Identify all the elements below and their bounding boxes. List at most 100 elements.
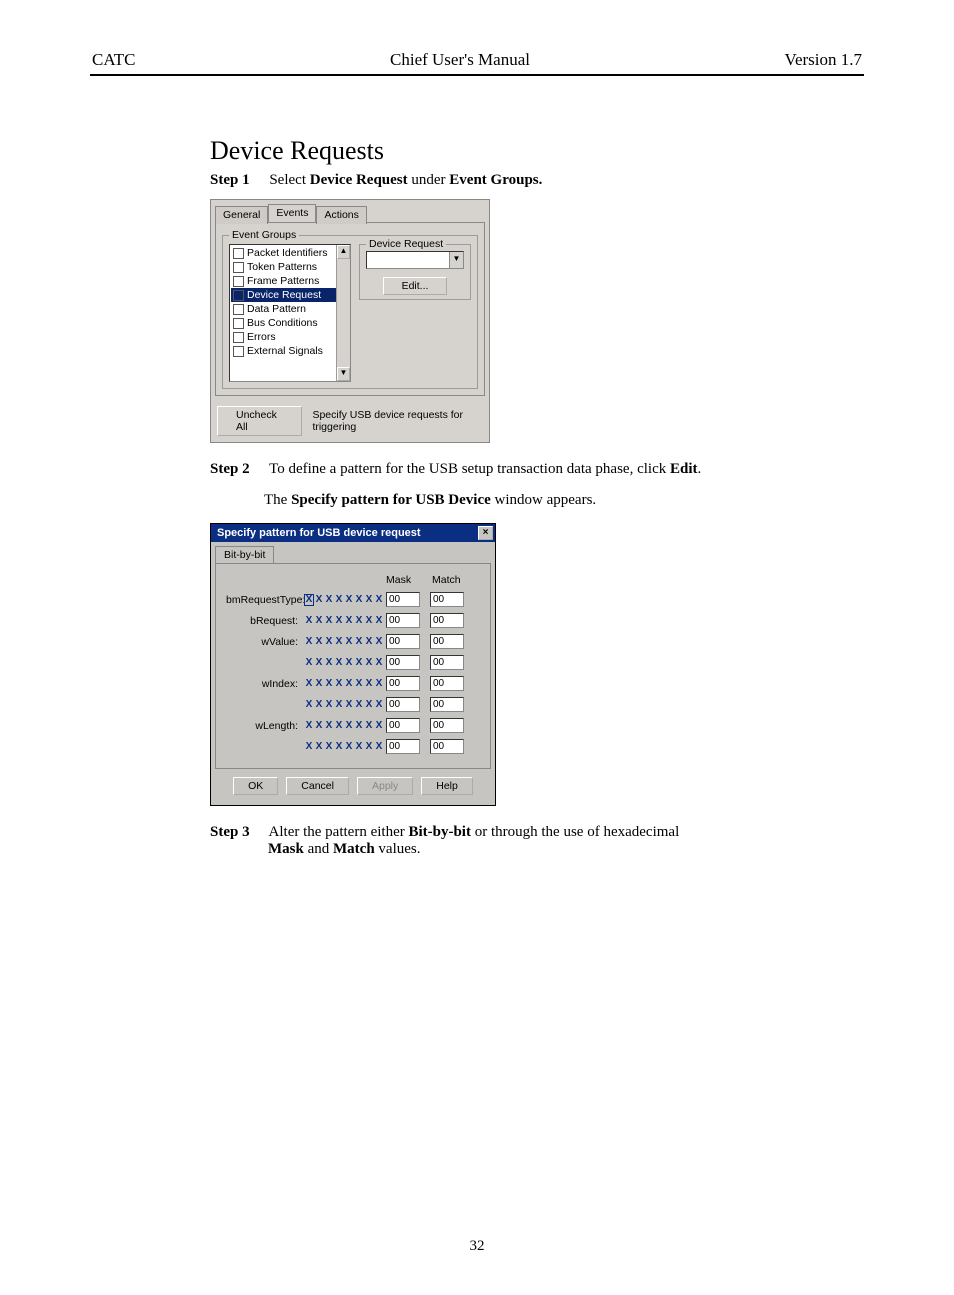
mask-input[interactable]: 00 — [386, 739, 420, 754]
tab-bit-by-bit[interactable]: Bit-by-bit — [215, 546, 274, 563]
bit-cell[interactable]: X — [314, 720, 324, 732]
list-item[interactable]: Frame Patterns — [231, 274, 349, 288]
bit-cell[interactable]: X — [354, 615, 364, 627]
bit-cell[interactable]: X — [364, 678, 374, 690]
bit-cell[interactable]: X — [314, 615, 324, 627]
bit-cell[interactable]: X — [304, 615, 314, 627]
bit-group[interactable]: XXXXXXXX — [304, 699, 386, 711]
bit-cell[interactable]: X — [364, 636, 374, 648]
bit-group[interactable]: XXXXXXXX — [304, 636, 386, 648]
tab-events[interactable]: Events — [268, 204, 316, 222]
bit-group[interactable]: XXXXXXXX — [304, 615, 386, 627]
bit-cell[interactable]: X — [304, 741, 314, 753]
bit-group[interactable]: XXXXXXXX — [304, 657, 386, 669]
mask-input[interactable]: 00 — [386, 592, 420, 607]
bit-cell[interactable]: X — [334, 678, 344, 690]
bit-group[interactable]: XXXXXXXX — [304, 678, 386, 690]
match-input[interactable]: 00 — [430, 718, 464, 733]
list-item[interactable]: Errors — [231, 330, 349, 344]
bit-cell[interactable]: X — [364, 657, 374, 669]
scroll-down-icon[interactable]: ▼ — [337, 367, 350, 381]
bit-cell[interactable]: X — [374, 594, 384, 606]
close-icon[interactable]: × — [478, 526, 493, 540]
bit-cell[interactable]: X — [304, 636, 314, 648]
mask-input[interactable]: 00 — [386, 655, 420, 670]
bit-cell[interactable]: X — [374, 636, 384, 648]
bit-cell[interactable]: X — [304, 678, 314, 690]
bit-cell[interactable]: X — [334, 741, 344, 753]
bit-cell[interactable]: X — [364, 741, 374, 753]
bit-cell[interactable]: X — [324, 594, 334, 606]
bit-cell[interactable]: X — [344, 615, 354, 627]
apply-button[interactable]: Apply — [357, 777, 413, 795]
bit-cell[interactable]: X — [354, 657, 364, 669]
chevron-down-icon[interactable]: ▼ — [449, 252, 463, 268]
bit-cell[interactable]: X — [334, 594, 344, 606]
bit-cell[interactable]: X — [344, 594, 354, 606]
bit-cell[interactable]: X — [344, 699, 354, 711]
bit-cell[interactable]: X — [354, 636, 364, 648]
list-item[interactable]: Token Patterns — [231, 260, 349, 274]
bit-cell[interactable]: X — [324, 657, 334, 669]
bit-cell[interactable]: X — [324, 741, 334, 753]
bit-cell[interactable]: X — [374, 657, 384, 669]
bit-cell[interactable]: X — [324, 615, 334, 627]
bit-cell[interactable]: X — [334, 636, 344, 648]
checkbox-icon[interactable] — [233, 248, 244, 259]
bit-cell[interactable]: X — [374, 720, 384, 732]
bit-cell[interactable]: X — [314, 657, 324, 669]
bit-cell[interactable]: X — [304, 720, 314, 732]
checkbox-icon[interactable] — [233, 346, 244, 357]
bit-cell[interactable]: X — [344, 741, 354, 753]
mask-input[interactable]: 00 — [386, 634, 420, 649]
list-item[interactable]: Bus Conditions — [231, 316, 349, 330]
tab-actions[interactable]: Actions — [316, 206, 366, 224]
match-input[interactable]: 00 — [430, 739, 464, 754]
bit-group[interactable]: XXXXXXXX — [304, 741, 386, 753]
bit-cell[interactable]: X — [314, 741, 324, 753]
device-request-select[interactable]: ▼ — [366, 251, 464, 269]
bit-cell[interactable]: X — [324, 699, 334, 711]
mask-input[interactable]: 00 — [386, 676, 420, 691]
bit-cell[interactable]: X — [334, 657, 344, 669]
bit-cell[interactable]: X — [364, 594, 374, 606]
bit-cell[interactable]: X — [304, 699, 314, 711]
bit-cell[interactable]: X — [374, 678, 384, 690]
mask-input[interactable]: 00 — [386, 613, 420, 628]
mask-input[interactable]: 00 — [386, 697, 420, 712]
bit-cell[interactable]: X — [354, 678, 364, 690]
checkbox-icon[interactable] — [233, 276, 244, 287]
match-input[interactable]: 00 — [430, 697, 464, 712]
uncheck-all-button[interactable]: Uncheck All — [217, 406, 302, 436]
list-item[interactable]: Packet Identifiers — [231, 246, 349, 260]
bit-group[interactable]: XXXXXXXX — [304, 720, 386, 732]
bit-cell[interactable]: X — [344, 657, 354, 669]
bit-cell[interactable]: X — [324, 678, 334, 690]
bit-cell[interactable]: X — [344, 720, 354, 732]
checkbox-icon[interactable] — [233, 290, 244, 301]
bit-cell[interactable]: X — [304, 594, 314, 606]
bit-cell[interactable]: X — [364, 720, 374, 732]
list-item[interactable]: External Signals — [231, 344, 349, 358]
checkbox-icon[interactable] — [233, 304, 244, 315]
checkbox-icon[interactable] — [233, 262, 244, 273]
bit-cell[interactable]: X — [354, 741, 364, 753]
bit-cell[interactable]: X — [334, 699, 344, 711]
edit-button[interactable]: Edit... — [383, 277, 448, 295]
match-input[interactable]: 00 — [430, 613, 464, 628]
tab-general[interactable]: General — [215, 206, 268, 224]
bit-cell[interactable]: X — [314, 678, 324, 690]
mask-input[interactable]: 00 — [386, 718, 420, 733]
bit-cell[interactable]: X — [354, 699, 364, 711]
checkbox-icon[interactable] — [233, 332, 244, 343]
bit-cell[interactable]: X — [374, 741, 384, 753]
list-item[interactable]: Data Pattern — [231, 302, 349, 316]
bit-cell[interactable]: X — [374, 615, 384, 627]
help-button[interactable]: Help — [421, 777, 473, 795]
bit-cell[interactable]: X — [314, 699, 324, 711]
bit-group[interactable]: XXXXXXXX — [304, 594, 386, 606]
bit-cell[interactable]: X — [364, 615, 374, 627]
ok-button[interactable]: OK — [233, 777, 278, 795]
bit-cell[interactable]: X — [334, 720, 344, 732]
bit-cell[interactable]: X — [354, 594, 364, 606]
